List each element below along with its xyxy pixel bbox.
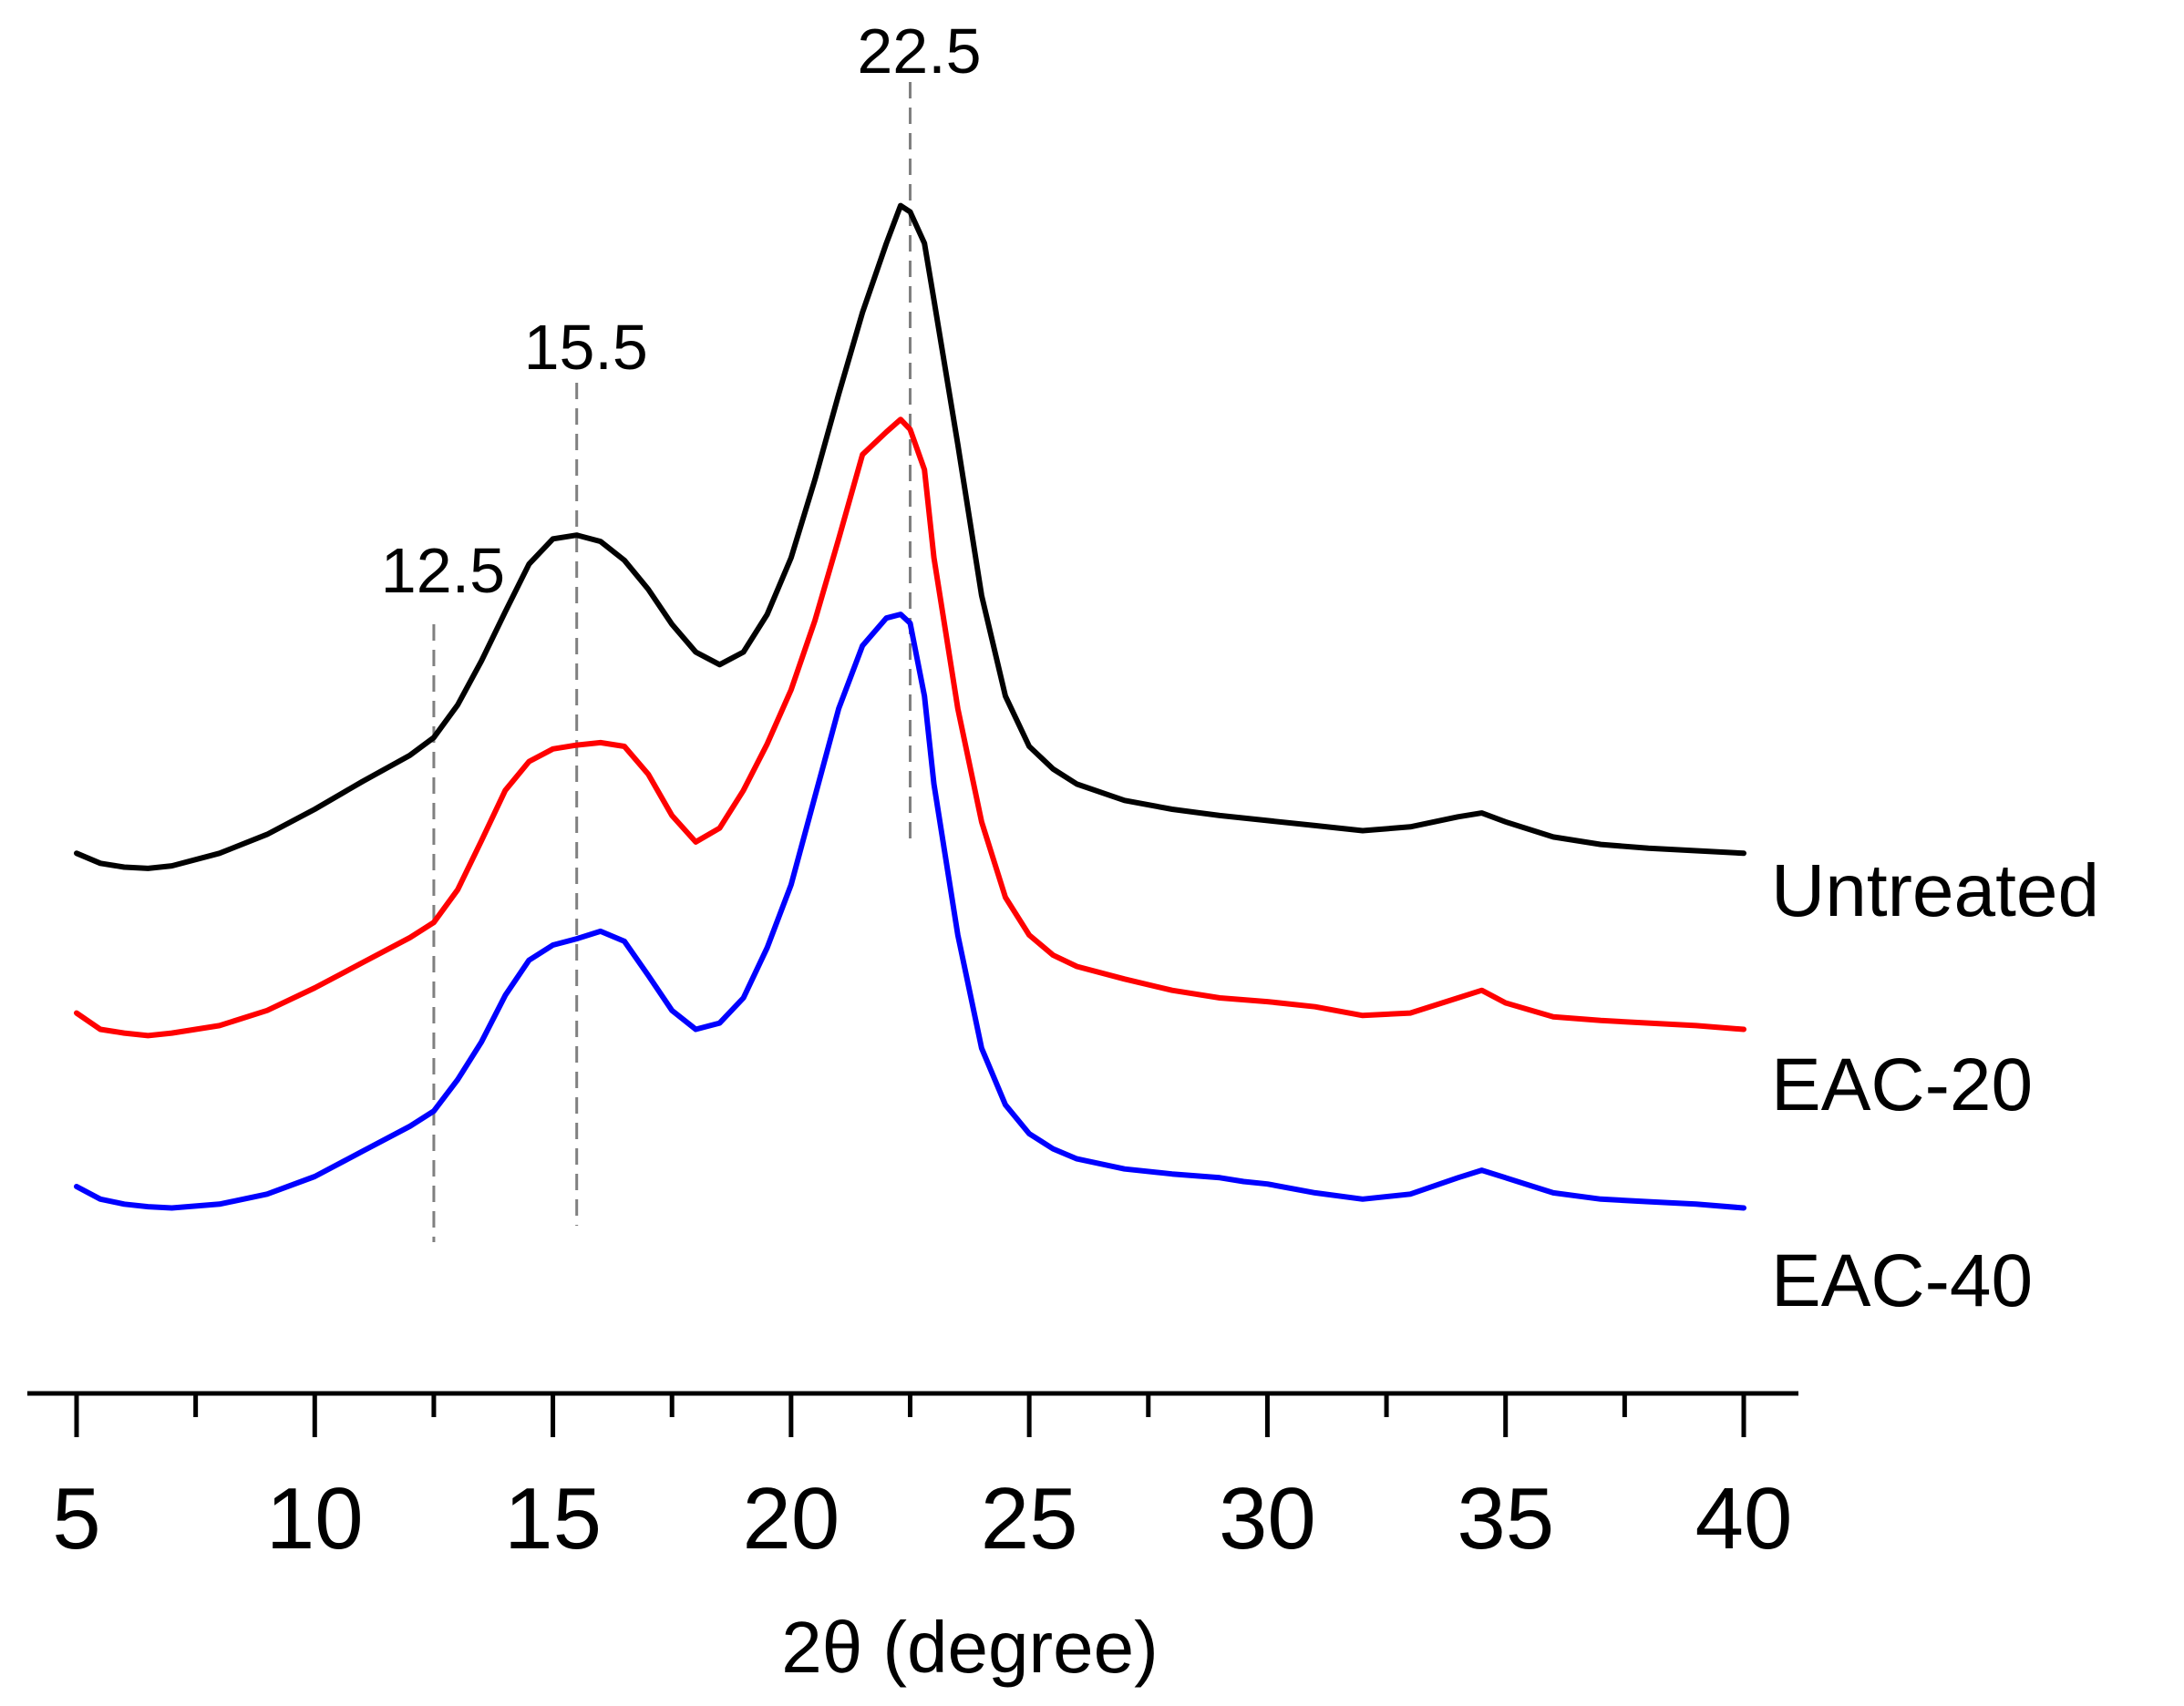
x-tick-label-15: 15	[504, 1470, 602, 1567]
series-layer	[74, 202, 1746, 1211]
series-line-untreated	[74, 202, 1746, 871]
x-tick-label-10: 10	[266, 1470, 364, 1567]
x-tick-label-25: 25	[981, 1470, 1078, 1567]
annotation-label-22.5: 22.5	[857, 15, 981, 87]
x-axis-title: 2θ (degree)	[781, 1607, 1159, 1688]
x-tick-label-35: 35	[1457, 1470, 1554, 1567]
x-tick-label-40: 40	[1695, 1470, 1793, 1567]
annotation-label-12.5: 12.5	[381, 535, 505, 606]
series-label-eac-20: EAC-20	[1771, 1043, 2033, 1126]
series-label-layer: Untreated EAC-20 EAC-40	[1771, 849, 2099, 1322]
series-line-eac-40	[74, 611, 1746, 1211]
x-tick-label-5: 5	[52, 1470, 100, 1567]
series-label-eac-40: EAC-40	[1771, 1239, 2033, 1322]
annotation-label-15.5: 15.5	[524, 312, 648, 383]
series-label-untreated: Untreated	[1771, 849, 2099, 932]
x-tick-label-20: 20	[742, 1470, 840, 1567]
series-line-eac-20	[74, 416, 1746, 1039]
x-tick-label-30: 30	[1219, 1470, 1316, 1567]
annotation-layer: 12.5 15.5 22.5	[381, 15, 982, 1242]
x-axis: 5 10 15 20 25 30 35 40	[27, 1391, 1798, 1567]
